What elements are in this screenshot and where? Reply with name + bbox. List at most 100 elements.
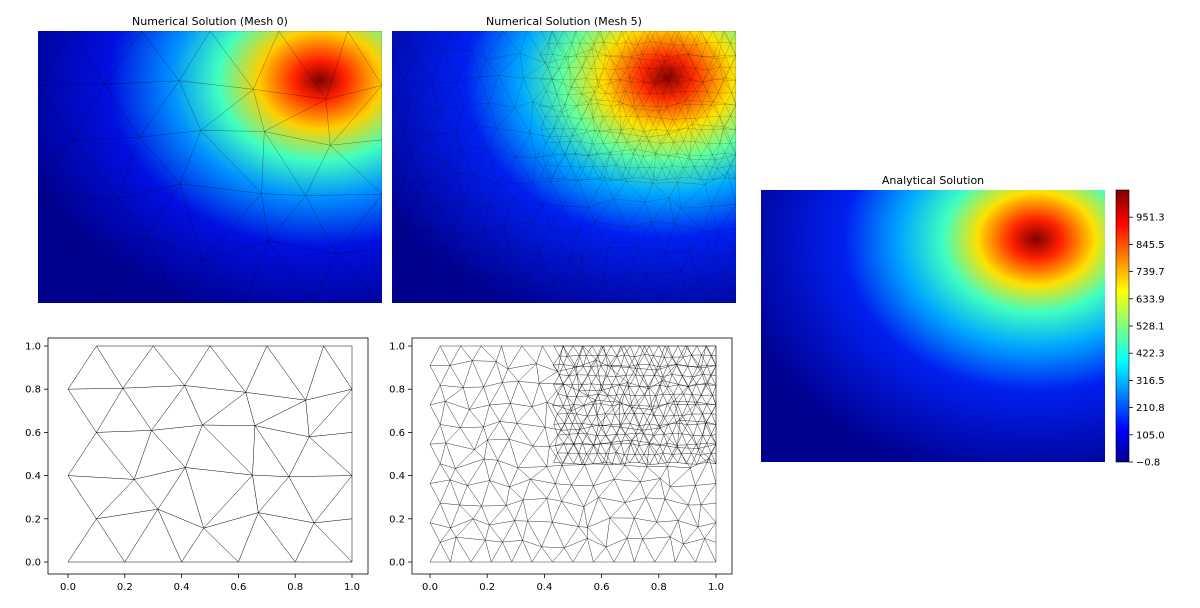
mesh5-edge <box>668 197 681 209</box>
mesh5-plot-edge <box>583 404 594 406</box>
mesh5-edge <box>648 68 655 82</box>
mesh5-plot-edge <box>662 365 668 377</box>
mesh5-edge <box>439 82 457 112</box>
mesh5-plot-edge <box>555 483 562 502</box>
mesh5-plot-edge <box>591 375 596 384</box>
mesh5-plot-edge <box>544 402 548 428</box>
mesh5-plot-edge <box>549 430 562 447</box>
mesh5-edge <box>456 50 472 83</box>
mesh5-plot-edge <box>509 478 531 488</box>
mesh5-edge <box>682 54 690 67</box>
mesh5-plot-edge <box>563 442 574 445</box>
mesh5-plot-edge <box>601 382 628 391</box>
mesh5-edge <box>664 31 675 62</box>
colorbar-tick-label: 422.3 <box>1136 349 1165 360</box>
mesh5-edge <box>639 140 644 157</box>
mesh5-plot-edge <box>483 426 488 441</box>
mesh5-plot-edge <box>582 442 594 446</box>
mesh5-plot-edge <box>576 360 597 368</box>
mesh5-edge <box>559 128 564 143</box>
mesh5-edge <box>701 116 708 130</box>
mesh5-plot-edge <box>700 502 717 505</box>
mesh5-edge <box>690 250 715 259</box>
mesh5-edge <box>689 91 698 105</box>
mesh0-edge <box>179 80 254 90</box>
mesh5-edge <box>410 133 429 154</box>
mesh5-edge <box>503 198 514 225</box>
mesh5-plot-edge <box>659 385 663 395</box>
mesh5-plot-edge <box>563 364 574 367</box>
mesh5-edge <box>704 184 712 207</box>
mesh5-plot-edge <box>662 374 673 377</box>
mesh5-edge <box>644 202 652 223</box>
mesh5-plot-edge <box>593 435 598 446</box>
mesh5-edge <box>497 182 533 185</box>
mesh5-plot-edge <box>711 413 717 425</box>
mesh5-plot-edge <box>581 415 588 424</box>
mesh0-plot-edge <box>153 345 185 386</box>
mesh0-edge <box>330 139 382 146</box>
mesh5-plot-edge <box>652 409 660 429</box>
mesh5-plot-edge <box>429 385 441 405</box>
mesh5-edge <box>549 136 566 154</box>
mesh5-edge <box>540 129 546 144</box>
mesh5-plot-edge <box>649 364 655 376</box>
mesh5-edge <box>690 79 698 92</box>
mesh5-plot-edge <box>587 538 594 563</box>
mesh5-edge <box>589 130 595 156</box>
mesh5-plot-edge <box>502 540 523 543</box>
mesh5-plot-edge <box>616 424 621 435</box>
mesh5-plot-edge <box>522 540 533 563</box>
mesh0-edge <box>104 84 140 138</box>
mesh5-edge <box>695 104 702 119</box>
mesh5-plot-edge <box>467 480 490 486</box>
mesh5-plot-edge <box>615 365 622 377</box>
mesh5-plot-edge <box>602 464 612 466</box>
mesh5-ytick-label: 0.8 <box>389 385 405 396</box>
mesh0-solution-heatmap <box>38 31 382 303</box>
mesh5-plot-edge <box>601 345 607 355</box>
mesh0-edge <box>117 137 140 200</box>
mesh5-edge <box>540 128 554 130</box>
mesh5-edge <box>427 231 444 249</box>
mesh5-plot-edge <box>440 345 451 366</box>
mesh5-edge <box>591 99 620 102</box>
mesh5-plot-edge <box>624 354 635 358</box>
mesh5-plot-edge <box>635 425 640 434</box>
mesh5-plot-edge <box>711 345 717 356</box>
mesh5-edge <box>563 116 569 130</box>
mesh5-edge <box>428 132 457 135</box>
mesh5-plot: 0.0 0.2 0.4 0.6 0.8 1.00.00.20.40.60.81.0 <box>389 337 733 593</box>
mesh5-edge <box>717 230 736 254</box>
mesh5-plot-edge <box>706 442 712 453</box>
mesh5-plot-edge <box>499 421 510 440</box>
mesh0-edge <box>139 130 201 138</box>
mesh5-edge <box>512 182 533 199</box>
mesh5-plot-edge <box>497 439 510 461</box>
mesh5-edge <box>692 101 714 125</box>
mesh5-edge <box>530 133 536 158</box>
mesh5-edge <box>410 100 429 135</box>
mesh5-edge <box>643 115 649 132</box>
mesh5-edge <box>574 166 581 181</box>
mesh5-edge <box>609 152 627 182</box>
mesh5-plot-edge <box>681 453 687 464</box>
mesh5-edge <box>689 124 693 160</box>
mesh5-plot-edge <box>697 366 703 375</box>
mesh5-plot-edge <box>581 453 587 465</box>
mesh0-plot-edge <box>124 509 159 563</box>
mesh5-plot-edge <box>635 374 644 377</box>
mesh5-plot-edge <box>552 522 565 548</box>
mesh5-edge <box>695 129 702 142</box>
mesh5-plot-edge <box>563 434 570 444</box>
mesh5-edge <box>662 93 667 107</box>
mesh5-edge <box>672 103 678 120</box>
mesh5-edge <box>711 105 720 117</box>
mesh5-plot-edge <box>566 396 574 405</box>
mesh5-edge <box>596 153 610 155</box>
mesh5-plot-edge <box>583 497 599 507</box>
mesh5-edge <box>442 49 472 51</box>
mesh5-plot-edge <box>607 394 617 397</box>
mesh5-edge <box>487 148 499 185</box>
mesh5-plot-edge <box>616 434 622 444</box>
